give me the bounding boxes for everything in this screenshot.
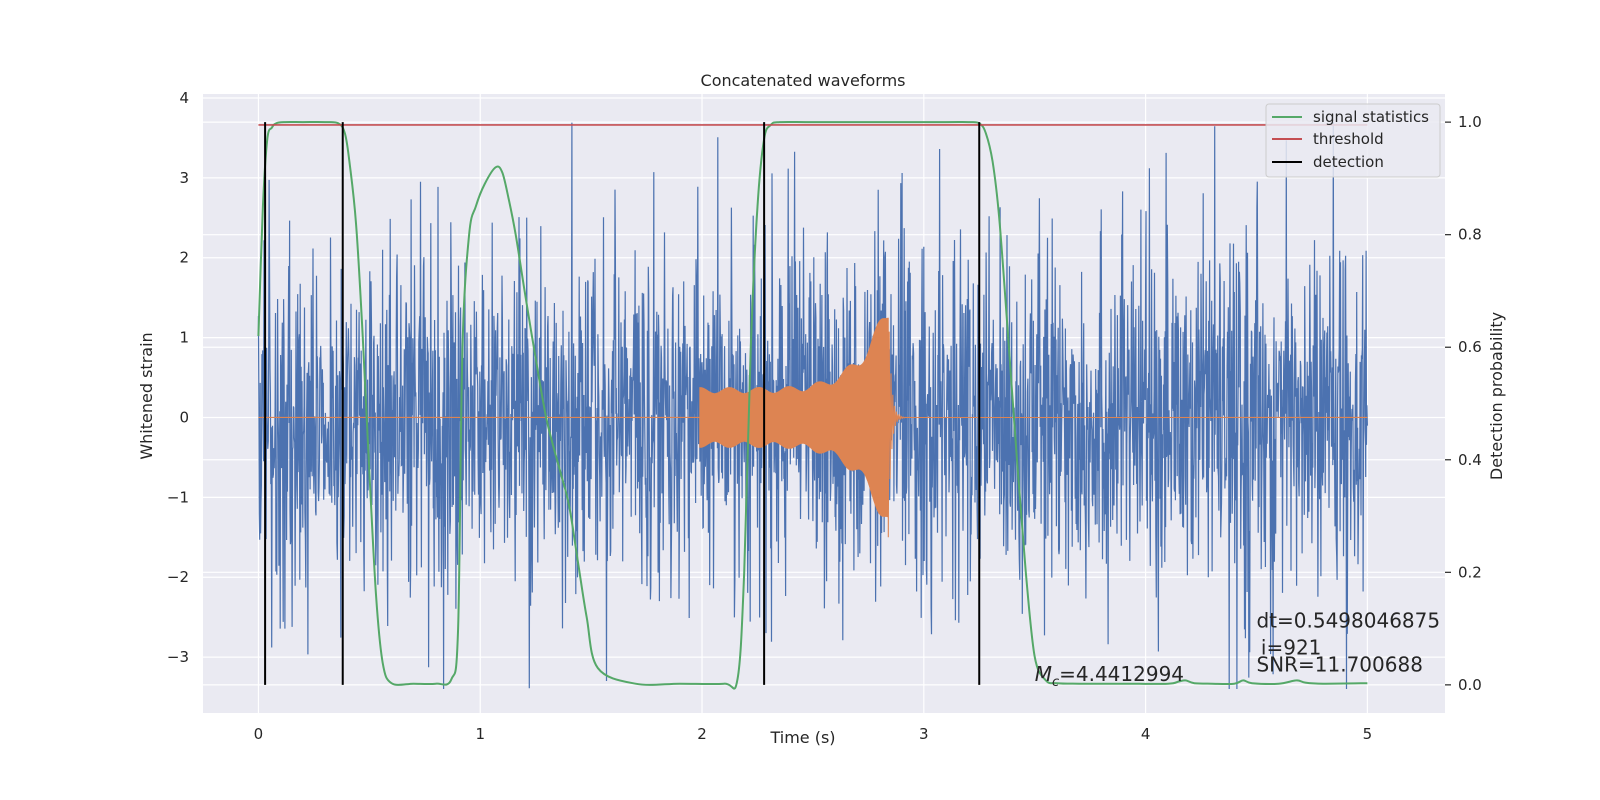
annotation-index: i=921: [1261, 636, 1322, 660]
annotation-dt: dt=0.5498046875: [1256, 609, 1440, 633]
annotation-snr: SNR=11.700688: [1256, 652, 1422, 676]
y-axis-right: 0.0 0.2 0.4 0.6 0.8 1.0: [1445, 113, 1482, 694]
noise-series: [257, 121, 1368, 690]
legend-label-signal-statistics: signal statistics: [1313, 108, 1429, 126]
y2-tick-label: 0.0: [1458, 676, 1482, 694]
y2-axis-label: Detection probability: [1487, 312, 1506, 480]
y-tick-label: 3: [179, 169, 189, 187]
signal-statistics-line: [257, 120, 1368, 690]
y-tick-label: 0: [179, 408, 189, 426]
detection-lines: [264, 122, 981, 685]
x-axis-label: Time (s): [769, 728, 835, 747]
y-axis-label: Whitened strain: [137, 332, 156, 459]
y-tick-label: −2: [167, 568, 189, 586]
y-tick-label: 1: [179, 329, 189, 347]
legend: signal statistics threshold detection: [1265, 103, 1441, 178]
x-tick-label: 4: [1141, 725, 1151, 743]
y-tick-label: 4: [179, 89, 189, 107]
legend-label-detection: detection: [1313, 153, 1384, 171]
y-tick-label: −1: [167, 488, 189, 506]
y2-tick-label: 0.2: [1458, 563, 1482, 581]
x-tick-label: 3: [919, 725, 929, 743]
y2-tick-label: 0.6: [1458, 338, 1482, 356]
chart-title: Concatenated waveforms: [701, 71, 906, 90]
annotations: Mc=4.4412994 dt=0.5498046875 i=921 SNR=1…: [1035, 609, 1440, 691]
legend-label-threshold: threshold: [1313, 130, 1384, 148]
y2-tick-label: 0.8: [1458, 226, 1482, 244]
x-tick-label: 2: [697, 725, 707, 743]
y2-tick-label: 0.4: [1458, 451, 1482, 469]
y-tick-label: 2: [179, 249, 189, 267]
y2-tick-label: 1.0: [1458, 113, 1482, 131]
waveform-series: [258, 317, 1368, 538]
y-tick-label: −3: [167, 648, 189, 666]
x-axis: 0 1 2 3 4 5: [254, 725, 1372, 743]
x-tick-label: 5: [1363, 725, 1373, 743]
x-tick-label: 1: [475, 725, 485, 743]
y-axis-left: −3 −2 −1 0 1 2 3 4: [167, 89, 189, 666]
annotation-chirp-mass: Mc=4.4412994: [1035, 662, 1184, 690]
legend-box: [1265, 103, 1441, 178]
x-tick-label: 0: [254, 725, 264, 743]
